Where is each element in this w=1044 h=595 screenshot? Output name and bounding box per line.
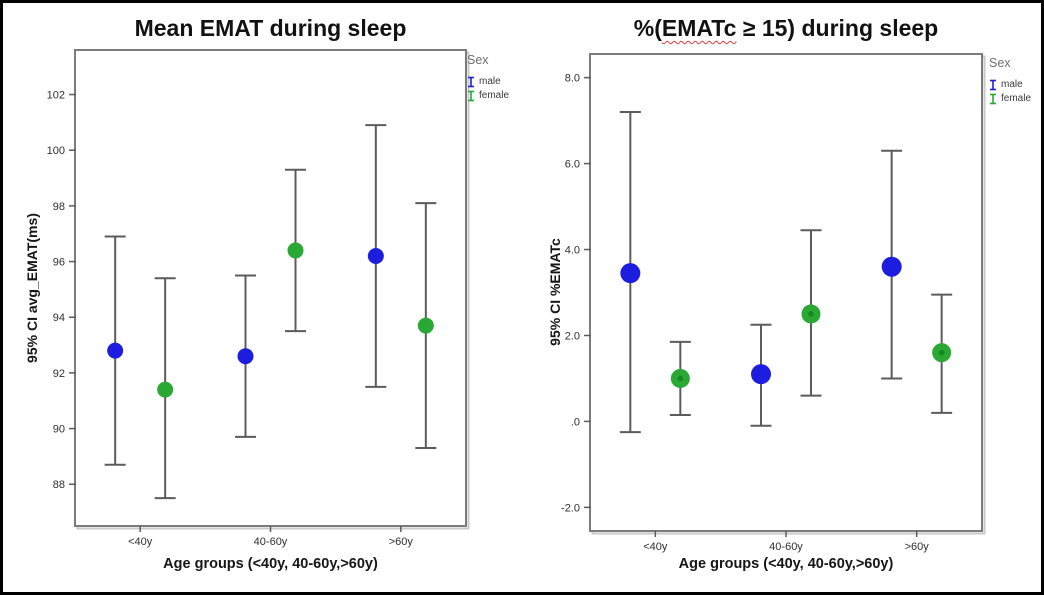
legend-label-male: male <box>479 76 501 87</box>
marker-female-40-60y <box>287 242 304 259</box>
male-errorbar-icon <box>990 79 996 91</box>
x-tick-label: 40-60y <box>254 536 288 548</box>
y-tick-label: 92 <box>53 368 65 380</box>
legend: Sex male female <box>989 56 1031 106</box>
legend-title: Sex <box>989 56 1011 70</box>
marker-female-<40y <box>157 381 174 398</box>
title-text: %( <box>633 15 662 41</box>
y-tick-label: 100 <box>47 145 65 157</box>
chart-pct-ematc: %(EMATc ≥ 15) during sleep -2.0 .0 2.0 4.0 6… <box>525 3 1041 592</box>
marker-male-<40y <box>620 263 641 284</box>
marker-male-40-60y <box>751 364 771 385</box>
legend: Sex male female <box>467 53 509 103</box>
legend-label-male: male <box>1001 79 1023 90</box>
legend-item-male: male <box>467 75 509 89</box>
legend-label-female: female <box>479 90 510 101</box>
marker-inner-dot-female->60y <box>938 349 945 356</box>
marker-inner-dot-female-<40y <box>677 375 684 382</box>
y-tick-label: 4.0 <box>565 245 580 257</box>
marker-male->60y <box>881 256 902 277</box>
y-tick-label: -2.0 <box>561 502 580 514</box>
plot-frame <box>74 49 467 527</box>
title-text-spellcheck-underline: EMATc <box>661 15 737 41</box>
y-tick-label: 98 <box>53 201 65 213</box>
title-text: Mean EMAT during sleep <box>134 15 407 41</box>
x-tick-label: <40y <box>128 536 153 548</box>
x-tick-label: 40-60y <box>769 541 803 553</box>
y-tick-label: .0 <box>571 416 580 428</box>
errorbar-plot-mean-emat: 88 90 92 94 96 98 100 102 <40y 40-60y >60y <box>47 49 470 548</box>
marker-male->60y <box>367 247 384 264</box>
x-axis-title: Age groups (<40y, 40-60y,>60y) <box>163 556 378 572</box>
legend-label-female: female <box>1001 93 1032 104</box>
legend-item-male: male <box>989 78 1031 92</box>
y-tick-label: 102 <box>47 90 65 102</box>
plot-frame <box>589 53 983 532</box>
legend-title: Sex <box>467 53 489 67</box>
y-tick-label: 96 <box>53 257 65 269</box>
errorbar-plot-pct-ematc: -2.0 .0 2.0 4.0 6.0 8.0 <40y 40-60y >60y <box>561 53 986 553</box>
y-axis-title: 95% CI avg_EMAT(ms) <box>24 213 40 363</box>
female-errorbar-icon <box>990 93 996 105</box>
legend-item-female: female <box>467 89 509 103</box>
y-tick-label: 2.0 <box>565 330 580 342</box>
legend-item-female: female <box>989 92 1031 106</box>
chart-mean-emat: Mean EMAT during sleep 88 90 92 94 96 98 100 10… <box>3 3 525 592</box>
x-axis-title: Age groups (<40y, 40-60y,>60y) <box>678 556 894 572</box>
title-text: ≥ 15) during sleep <box>736 15 939 41</box>
male-errorbar-icon <box>468 76 474 88</box>
y-tick-label: 6.0 <box>565 159 580 171</box>
x-tick-label: >60y <box>389 536 414 548</box>
marker-male-40-60y <box>237 348 254 365</box>
marker-inner-dot-female-40-60y <box>808 311 814 317</box>
y-tick-label: 90 <box>53 424 65 436</box>
x-tick-label: >60y <box>905 541 930 553</box>
marker-male-<40y <box>107 342 124 359</box>
chart-title: Mean EMAT during sleep <box>75 15 466 42</box>
x-tick-label: <40y <box>643 541 668 553</box>
female-errorbar-icon <box>468 90 474 102</box>
y-axis-title: 95% CI %EMATc <box>547 238 563 346</box>
y-tick-label: 88 <box>53 479 65 491</box>
chart-title: %(EMATc ≥ 15) during sleep <box>590 15 982 42</box>
y-tick-label: 94 <box>53 312 65 324</box>
marker-female->60y <box>417 317 434 334</box>
y-tick-label: 8.0 <box>565 73 580 85</box>
